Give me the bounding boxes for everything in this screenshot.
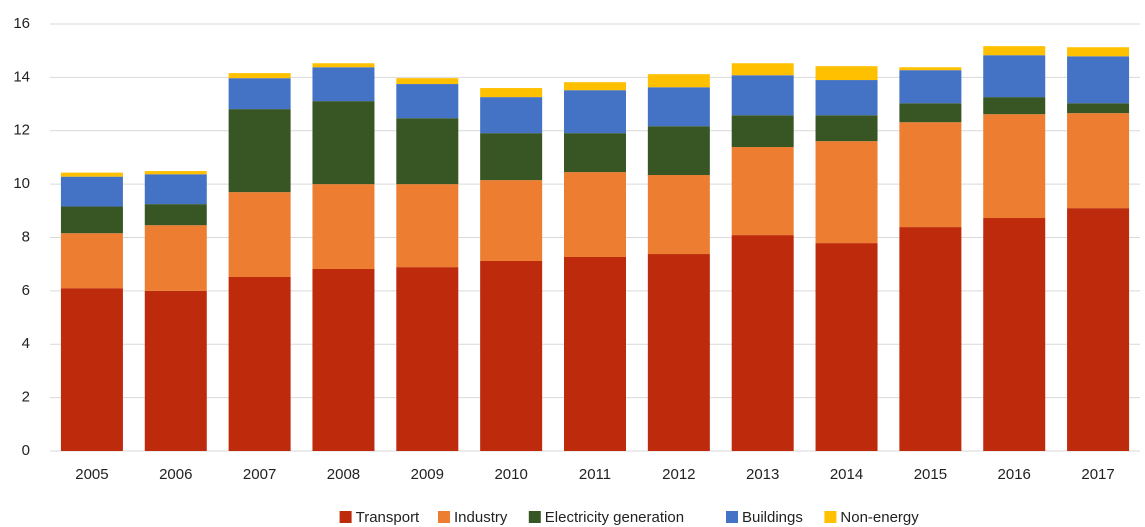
y-tick-label: 2 [22, 389, 30, 406]
bar-segment [312, 101, 375, 185]
bar-segment [983, 218, 1046, 451]
bar-segment [144, 225, 207, 291]
bar-segment [899, 103, 962, 123]
bar-segment [731, 235, 794, 451]
bar-segment [899, 70, 962, 104]
bar-segment [312, 268, 375, 451]
bar-segment [647, 74, 710, 88]
bar-segment [228, 276, 291, 451]
x-tick-label: 2016 [998, 466, 1031, 483]
bar-segment [1067, 47, 1130, 57]
y-tick-label: 16 [13, 15, 30, 32]
legend-label: Industry [454, 509, 508, 526]
bar-segment [815, 141, 878, 244]
bar-segment [312, 63, 375, 68]
bar-segment [564, 90, 626, 134]
bar-segment [815, 80, 878, 116]
x-tick-label: 2005 [75, 466, 108, 483]
bar-segment [815, 243, 878, 451]
bar-segment [899, 227, 962, 451]
x-tick-label: 2017 [1081, 466, 1114, 483]
y-tick-label: 8 [22, 228, 30, 245]
bar-segment [731, 75, 794, 116]
x-tick-label: 2013 [746, 466, 779, 483]
bar-segment [480, 88, 543, 98]
x-tick-label: 2009 [411, 466, 444, 483]
bar-segment [1067, 103, 1130, 114]
bar-segment [564, 172, 626, 257]
bar-segment [228, 109, 291, 193]
bar-segment [312, 67, 375, 102]
bar-segment [983, 46, 1046, 56]
bar-segment [60, 172, 123, 177]
bar-segment [396, 184, 459, 268]
bar-segment [647, 175, 710, 255]
bar-segment [899, 122, 962, 228]
bar-segment [144, 171, 207, 175]
x-tick-label: 2014 [830, 466, 863, 483]
bar-segment [983, 97, 1046, 115]
bar-segment [480, 133, 543, 181]
bar-segment [480, 97, 543, 134]
bar-segment [60, 233, 123, 289]
x-tick-label: 2012 [662, 466, 695, 483]
legend-swatch [528, 511, 541, 523]
bar-segment [899, 67, 962, 71]
y-tick-label: 6 [22, 282, 30, 299]
legend-swatch [824, 511, 837, 523]
y-tick-label: 0 [22, 442, 30, 459]
legend-label: Transport [356, 509, 420, 526]
bar-segment [564, 256, 626, 451]
legend-label: Electricity generation [545, 509, 684, 526]
legend-swatch [438, 511, 450, 523]
y-tick-label: 10 [13, 175, 30, 192]
x-tick-label: 2008 [327, 466, 360, 483]
bar-segment [480, 260, 543, 451]
bar-segment [564, 82, 626, 91]
x-tick-label: 2007 [243, 466, 276, 483]
bar-segment [144, 290, 207, 451]
bar-segment [480, 180, 543, 261]
bar-segment [647, 126, 710, 176]
bar-segment [60, 206, 123, 234]
bar-segment [983, 114, 1046, 219]
legend-label: Non-energy [840, 509, 919, 526]
bar-segment [815, 66, 878, 81]
x-tick-label: 2010 [494, 466, 527, 483]
bar-segment [312, 184, 375, 269]
bar-segment [396, 84, 459, 119]
legend-swatch [339, 511, 352, 523]
bar-segment [815, 115, 878, 142]
bar-segment [564, 133, 626, 173]
bar-segment [647, 87, 710, 127]
bar-segment [983, 55, 1046, 98]
bar-segment [1067, 208, 1130, 451]
legend-swatch [726, 511, 738, 523]
bar-segment [1067, 56, 1130, 104]
y-tick-label: 12 [13, 122, 30, 139]
bar-segment [731, 115, 794, 148]
bar-segment [144, 174, 207, 205]
bar-segment [396, 78, 459, 85]
bar-segment [228, 73, 291, 79]
x-tick-label: 2006 [159, 466, 192, 483]
bar-segment [228, 78, 291, 110]
bar-segment [396, 118, 459, 185]
bar-segment [396, 267, 459, 451]
bar-segment [60, 176, 123, 207]
bar-segment [144, 204, 207, 226]
legend-label: Buildings [742, 509, 803, 526]
bar-segment [731, 147, 794, 236]
x-tick-label: 2015 [914, 466, 947, 483]
bar-segment [60, 288, 123, 451]
bar-segment [228, 192, 291, 277]
bar-segment [731, 63, 794, 76]
bar-segment [647, 254, 710, 451]
x-tick-label: 2011 [579, 466, 611, 483]
y-tick-label: 4 [22, 335, 30, 352]
bar-segment [1067, 113, 1130, 209]
y-tick-label: 14 [13, 68, 30, 85]
